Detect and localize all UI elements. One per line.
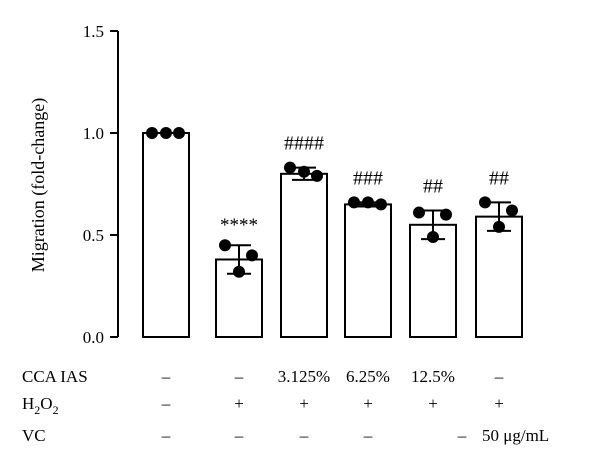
condition-value: +	[363, 394, 373, 413]
data-point	[173, 127, 185, 139]
condition-row-label: CCA IAS	[22, 367, 88, 386]
condition-value: +	[299, 394, 309, 413]
data-point	[146, 127, 158, 139]
data-point	[375, 198, 387, 211]
condition-value: 6.25%	[346, 367, 390, 386]
data-point	[362, 196, 374, 209]
condition-value: –	[299, 426, 309, 445]
significance-hashes: ##	[489, 167, 509, 189]
y-tick-label: 1.0	[83, 124, 104, 143]
bar	[475, 215, 523, 338]
data-point	[160, 127, 172, 139]
y-axis: 0.0 0.5 1.0 1.5 Migration (fold-change)	[28, 22, 119, 347]
data-point	[493, 220, 505, 233]
subscript: 2	[53, 403, 59, 417]
condition-value: –	[494, 367, 504, 386]
data-point	[440, 208, 452, 221]
condition-value: –	[234, 426, 244, 445]
data-point	[284, 161, 296, 174]
significance-hashes: ###	[353, 167, 383, 189]
significance-hashes: ####	[284, 133, 324, 155]
bars	[142, 127, 523, 339]
condition-value: –	[161, 426, 171, 445]
condition-value: 50 μg/mL	[482, 426, 549, 445]
data-point	[311, 169, 323, 182]
condition-value: +	[428, 394, 438, 413]
data-point	[298, 165, 310, 178]
bar	[344, 203, 392, 338]
annotations: ****####### ## ##	[220, 133, 509, 237]
condition-value: +	[494, 394, 504, 413]
condition-value: –	[234, 367, 244, 386]
condition-value: +	[234, 394, 244, 413]
y-axis-title: Migration (fold-change)	[28, 98, 49, 272]
data-point	[246, 249, 258, 262]
significance-hashes: ##	[423, 176, 443, 198]
data-point	[233, 265, 245, 278]
data-point	[219, 239, 231, 252]
y-tick-label: 1.5	[83, 22, 104, 41]
y-tick-label: 0.0	[83, 328, 104, 347]
data-point	[479, 196, 491, 209]
condition-value: –	[457, 426, 467, 445]
bar	[142, 132, 190, 338]
subscript: 2	[34, 403, 40, 417]
data-point	[413, 206, 425, 219]
condition-value: –	[161, 394, 171, 413]
bar	[280, 172, 328, 338]
y-tick-label: 0.5	[83, 226, 104, 245]
significance-stars: ****	[220, 215, 258, 236]
condition-value: 3.125%	[278, 367, 330, 386]
data-point	[506, 204, 518, 217]
data-point	[348, 196, 360, 209]
condition-value: –	[363, 426, 373, 445]
condition-row-label: VC	[22, 426, 46, 445]
condition-row-label: H2O2	[22, 394, 59, 417]
formula-part: O	[40, 394, 52, 413]
condition-value: –	[161, 367, 171, 386]
condition-table: CCA IAS – –3.125% 6.25% 12.5% –H2O2– + + + + +VC – –…	[22, 367, 549, 445]
condition-value: 12.5%	[411, 367, 455, 386]
formula-part: H	[22, 394, 34, 413]
data-point	[427, 231, 439, 244]
